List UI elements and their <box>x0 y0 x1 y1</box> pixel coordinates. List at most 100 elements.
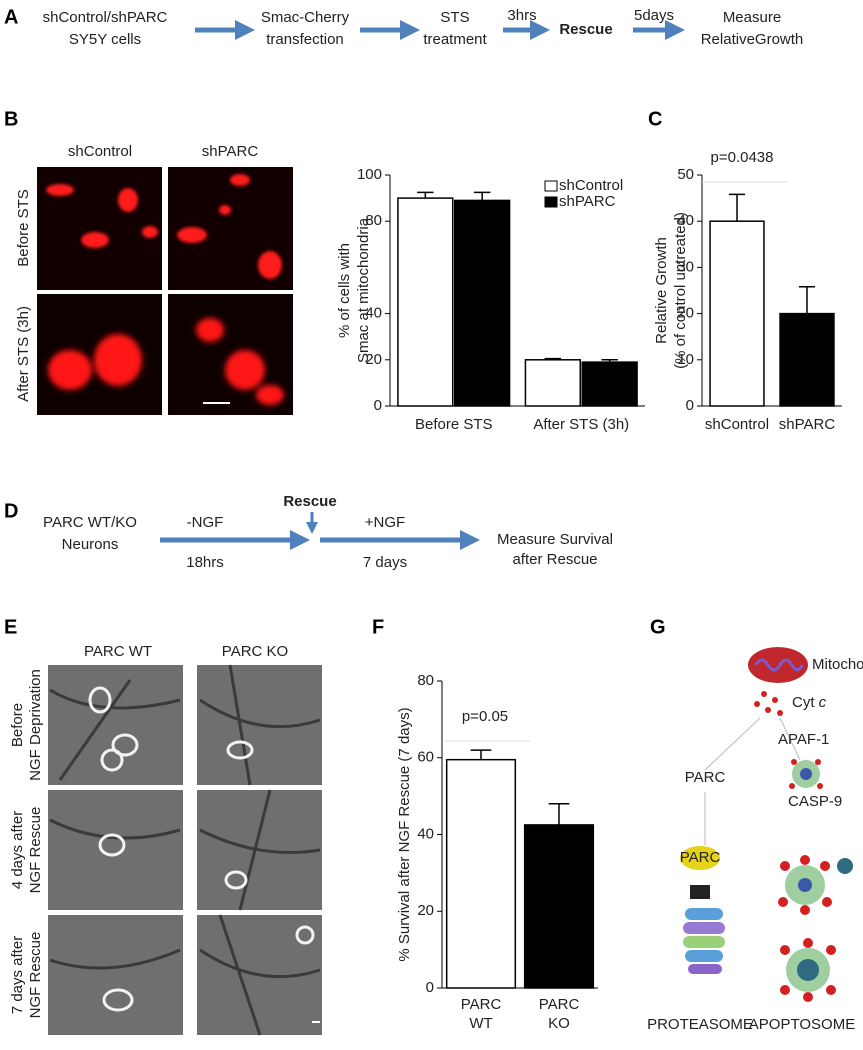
step-label: +NGF <box>365 514 405 531</box>
x-tick-label: PARC <box>461 996 502 1013</box>
label: Mitochondria <box>812 656 863 673</box>
timing: 3hrs <box>507 7 536 24</box>
label: CASP-9 <box>788 793 842 810</box>
pathway-g: Mitochondria Cyt c APAF-1 PARC CASP-9 PA… <box>647 647 863 1033</box>
column-label: PARC KO <box>222 643 288 660</box>
panel-label: G <box>650 616 666 638</box>
column-label: PARC WT <box>84 643 152 660</box>
bar <box>397 197 454 407</box>
legend-swatch <box>544 180 558 192</box>
neurites <box>49 664 321 1036</box>
cristae <box>754 658 804 672</box>
y-tick-label: 60 <box>417 749 434 766</box>
bar-chart: 0 20 40 60 80 % Survival after NGF Rescue (7 … <box>396 672 598 1032</box>
error-bar <box>544 357 562 360</box>
legend-label: shPARC <box>559 193 616 210</box>
connector <box>704 717 761 771</box>
x-tick-label: WT <box>469 1015 492 1032</box>
row-label: 4 days after <box>9 811 26 889</box>
label: Cyt c <box>792 694 827 711</box>
step: STS <box>440 9 469 26</box>
apoptosome-icons <box>785 760 853 992</box>
y-tick-label: 0 <box>686 397 694 414</box>
bar <box>445 758 517 989</box>
error-bar <box>470 749 492 760</box>
label: PARC <box>680 849 721 866</box>
connector <box>779 717 801 761</box>
annotation: p=0.0438 <box>711 149 774 166</box>
y-tick-label: 40 <box>365 305 382 322</box>
panel-label: D <box>4 500 18 522</box>
flow-a: shControl/shPARC SY5Y cells Smac-Cherry … <box>43 7 804 48</box>
error-bar <box>473 191 491 201</box>
y-tick-label: 10 <box>677 351 694 368</box>
parc-protein <box>680 846 720 870</box>
row-label: After STS (3h) <box>15 306 32 402</box>
panel-label: F <box>372 616 384 638</box>
step: treatment <box>423 31 487 48</box>
legend-swatch <box>544 196 558 208</box>
y-axis-label: (% of control untreated) <box>672 212 689 369</box>
row-label: 7 days after <box>9 936 26 1014</box>
x-tick-label: Before STS <box>415 416 493 433</box>
y-tick-label: 20 <box>677 305 694 322</box>
row-label: NGF Rescue <box>27 807 44 894</box>
error-bar <box>548 803 570 825</box>
bar <box>523 824 595 989</box>
legend-label: shControl <box>559 177 623 194</box>
bar <box>709 220 765 407</box>
x-tick-label: shPARC <box>779 416 836 433</box>
bar <box>524 359 581 407</box>
row-label: Before <box>9 703 26 747</box>
step: Measure <box>723 9 781 26</box>
bar-chart: 0 20 40 80 100 % of cells with Smac at mitocho… <box>336 166 645 433</box>
label: APOPTOSOME <box>749 1016 855 1033</box>
y-tick-label: 80 <box>365 212 382 229</box>
error-bar <box>417 191 434 199</box>
proteasome <box>683 885 725 974</box>
row-label: Before STS <box>15 189 32 267</box>
panel-label: A <box>4 6 18 28</box>
y-axis-label: Relative Growth <box>653 237 670 344</box>
step: Rescue <box>559 21 612 38</box>
flow-d: PARC WT/KO Neurons -NGF 18hrs Rescue +NG… <box>43 493 613 571</box>
row-label: NGF Rescue <box>27 932 44 1019</box>
x-tick-label: KO <box>548 1015 570 1032</box>
label: PROTEASOME <box>647 1016 753 1033</box>
y-axis-label: Smac at mitochondria <box>355 217 372 363</box>
x-tick-label: shControl <box>705 416 769 433</box>
y-tick-label: 80 <box>417 672 434 689</box>
panel-label: E <box>4 616 17 638</box>
bar <box>779 312 835 407</box>
timing: 5days <box>634 7 674 24</box>
step: shControl/shPARC <box>43 9 168 26</box>
y-tick-label: 40 <box>677 212 694 229</box>
error-bar <box>798 286 816 314</box>
micrographs-e: PARC WT PARC KO Before NGF Deprivation 4… <box>9 643 322 1036</box>
y-tick-label: 0 <box>426 979 434 996</box>
apaf-dots <box>778 759 836 1002</box>
column-label: shPARC <box>202 143 259 160</box>
column-label: shControl <box>68 143 132 160</box>
annotation: p=0.05 <box>462 708 508 725</box>
cell-bodies <box>88 686 315 1012</box>
step: RelativeGrowth <box>701 31 804 48</box>
y-tick-label: 100 <box>357 166 382 183</box>
bar <box>581 361 638 407</box>
micrographs-b: shControl shPARC Before STS After STS (3… <box>15 143 293 415</box>
step: Measure Survival <box>497 531 613 548</box>
row-label: NGF Deprivation <box>27 669 44 781</box>
step-label: 18hrs <box>186 554 224 571</box>
error-bar <box>601 359 618 363</box>
cells <box>46 174 282 279</box>
bar <box>454 199 511 407</box>
label: PARC <box>685 769 726 786</box>
y-axis-label: % Survival after NGF Rescue (7 days) <box>396 707 413 961</box>
panel-label: C <box>648 108 662 130</box>
mitochondria <box>748 647 808 683</box>
panel-label: B <box>4 108 18 130</box>
step-label: -NGF <box>187 514 224 531</box>
step-label: 7 days <box>363 554 407 571</box>
step: after Rescue <box>512 551 597 568</box>
